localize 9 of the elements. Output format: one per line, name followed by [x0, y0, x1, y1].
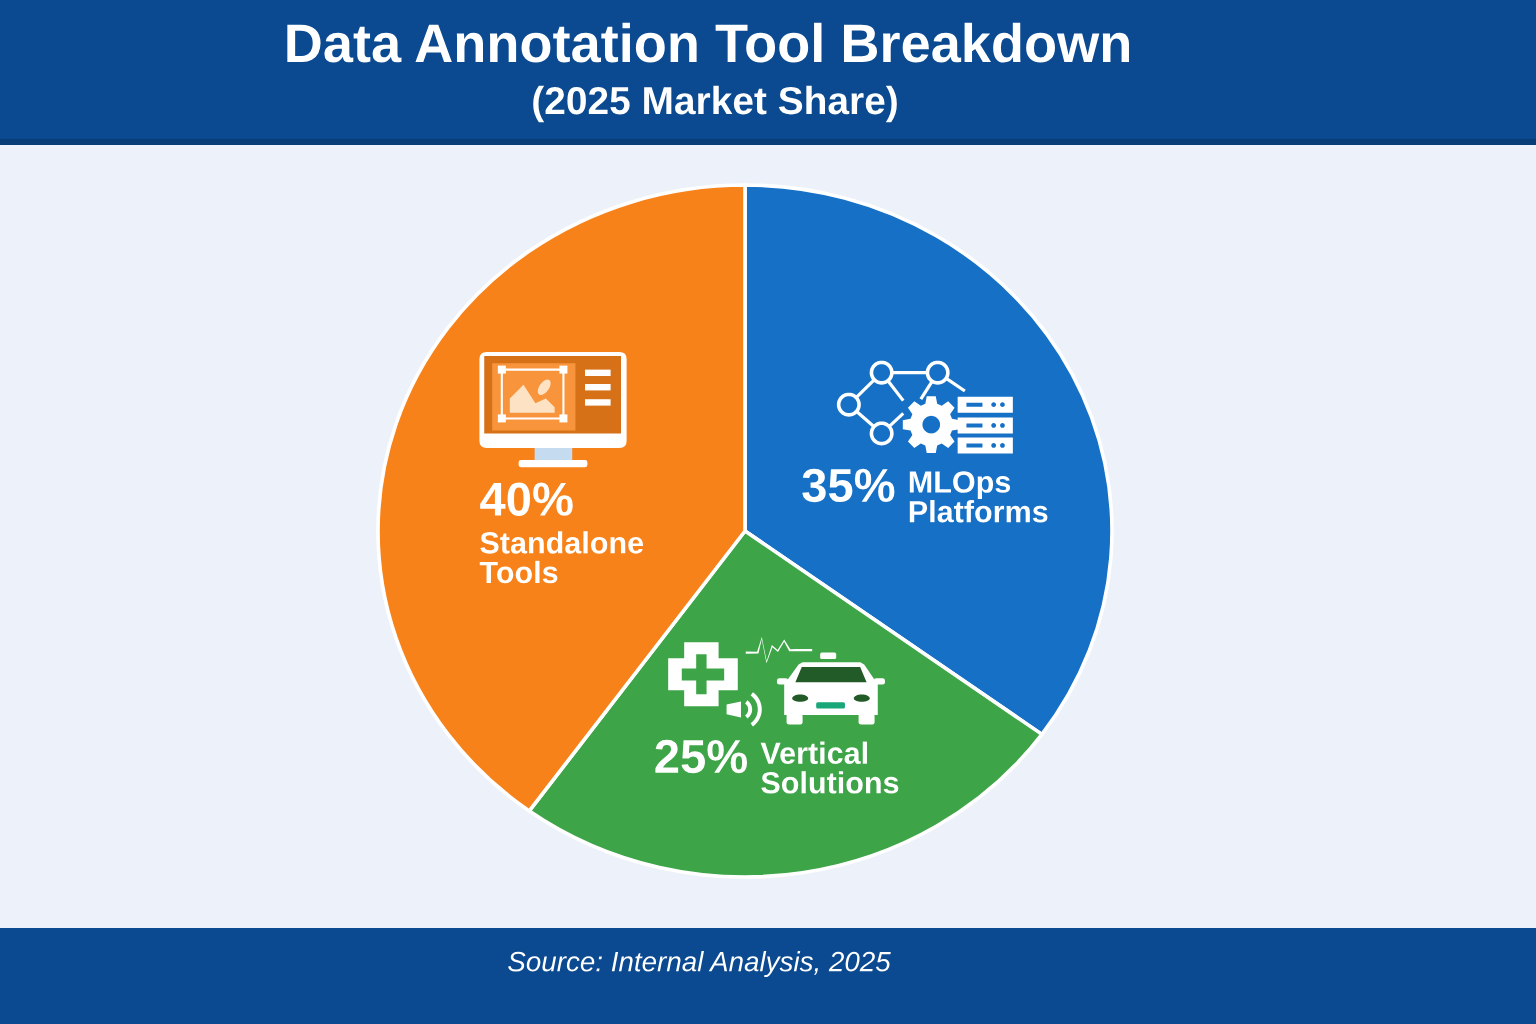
slice-label: MLOps Platforms: [909, 471, 1048, 523]
data-label: 40%: [480, 482, 573, 516]
source-note: Source: Internal Analysis, 2025: [508, 951, 891, 977]
chart-subtitle: (2025 Market Share): [533, 85, 897, 123]
slice-label: Vertical Solutions: [760, 741, 899, 794]
data-label: 35%: [802, 468, 895, 503]
data-label: 25%: [655, 739, 748, 774]
chart-title: Data Annotation Tool Breakdown: [287, 22, 1129, 63]
slice-label: Standalone Tools: [479, 531, 644, 584]
